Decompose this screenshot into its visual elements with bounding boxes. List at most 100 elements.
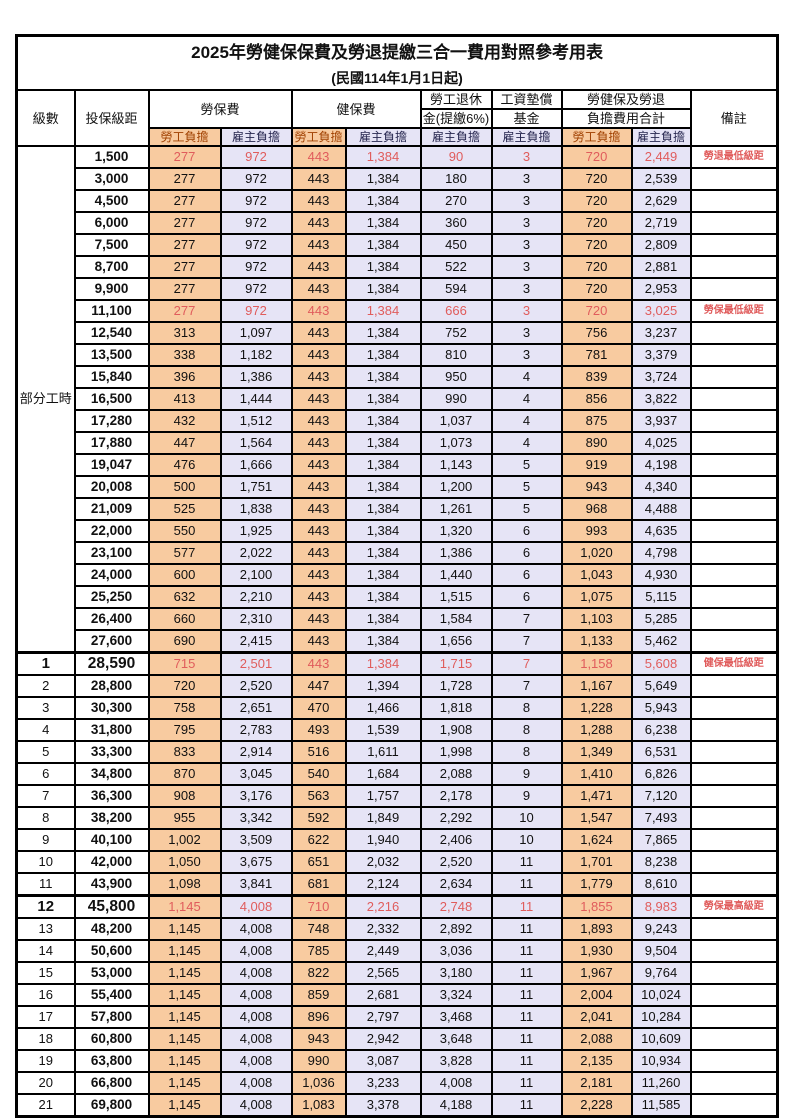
table-row: 13 48,200 1,145 4,008 748 2,332 2,892 11 1,893 9,… (15, 917, 779, 941)
value-cell: 1,384 (344, 343, 422, 367)
value-cell: 4,008 (219, 1049, 293, 1073)
value-cell: 1,624 (560, 828, 633, 852)
value-cell: 943 (290, 1027, 347, 1051)
bracket-cell: 43,900 (73, 872, 150, 897)
value-cell: 1,182 (219, 343, 293, 367)
bracket-cell: 66,800 (73, 1071, 150, 1095)
value-cell: 4,635 (630, 519, 692, 543)
remark-cell: 健保最低級距 (689, 651, 779, 676)
value-cell: 1,384 (344, 233, 422, 257)
bracket-cell: 13,500 (73, 343, 150, 367)
value-cell: 1,384 (344, 541, 422, 565)
value-cell: 443 (290, 585, 347, 609)
value-cell: 1,684 (344, 762, 422, 786)
remark-cell (689, 255, 779, 279)
value-cell: 432 (147, 409, 222, 433)
subheader-health-employer: 雇主負擔 (344, 127, 422, 147)
table-row: 部分工時 1,500 277 972 443 1,384 90 3 720 2,449 勞退最低級距 (15, 145, 779, 654)
value-cell: 1,998 (419, 740, 493, 764)
value-cell: 720 (560, 189, 633, 213)
value-cell: 1,145 (147, 983, 222, 1007)
table-row: 25,250 632 2,210 443 1,384 1,515 6 1,075 5,115 (17, 585, 779, 609)
value-cell: 443 (290, 321, 347, 345)
value-cell: 6,826 (630, 762, 692, 786)
header-row-shares: 勞工負擔 雇主負擔 勞工負擔 雇主負擔 雇主負擔 雇主負擔 勞工負擔 雇主負擔 (17, 127, 778, 147)
value-cell: 447 (290, 674, 347, 698)
value-cell: 9,504 (630, 939, 692, 963)
remark-cell (689, 939, 779, 963)
value-cell: 950 (419, 365, 493, 389)
value-cell: 6 (490, 585, 563, 609)
value-cell: 6 (490, 563, 563, 587)
value-cell: 1,751 (219, 475, 293, 499)
value-cell: 1,394 (344, 674, 422, 698)
col-header-remark: 備註 (689, 89, 779, 147)
table-row: 8 38,200 955 3,342 592 1,849 2,292 10 1,547 7,493 (15, 806, 779, 830)
page-title: 2025年勞健保保費及勞退提繳三合一費用對照參考用表 (191, 43, 603, 62)
value-cell: 859 (290, 983, 347, 1007)
bracket-cell: 1,500 (73, 145, 150, 169)
bracket-cell: 23,100 (73, 541, 150, 565)
value-cell: 2,501 (219, 651, 293, 676)
subheader-labor-employer: 雇主負擔 (219, 127, 293, 147)
value-cell: 443 (290, 299, 347, 323)
value-cell: 338 (147, 343, 222, 367)
value-cell: 1,384 (344, 497, 422, 521)
value-cell: 270 (419, 189, 493, 213)
value-cell: 2,216 (344, 894, 422, 919)
value-cell: 443 (290, 431, 347, 455)
bracket-cell: 26,400 (73, 607, 150, 631)
level-cell: 15 (15, 961, 76, 985)
table-row: 10 42,000 1,050 3,675 651 2,032 2,520 11 1,701 8,… (15, 850, 779, 874)
value-cell: 1,893 (560, 917, 633, 941)
bracket-cell: 9,900 (73, 277, 150, 301)
table-row: 4 31,800 795 2,783 493 1,539 1,908 8 1,288 6,238 (15, 718, 779, 742)
table-row: 18 60,800 1,145 4,008 943 2,942 3,648 11 2,088 10… (15, 1027, 779, 1051)
bracket-cell: 15,840 (73, 365, 150, 389)
value-cell: 839 (560, 365, 633, 389)
value-cell: 2,748 (419, 894, 493, 919)
value-cell: 2,681 (344, 983, 422, 1007)
value-cell: 3,176 (219, 784, 293, 808)
bracket-cell: 30,300 (73, 696, 150, 720)
bracket-cell: 28,800 (73, 674, 150, 698)
value-cell: 5,285 (630, 607, 692, 631)
value-cell: 720 (560, 233, 633, 257)
value-cell: 890 (560, 431, 633, 455)
value-cell: 2,100 (219, 563, 293, 587)
value-cell: 2,041 (560, 1005, 633, 1029)
table-row: 15,840 396 1,386 443 1,384 950 4 839 3,724 (17, 365, 779, 389)
value-cell: 2,449 (630, 145, 692, 169)
bracket-cell: 21,009 (73, 497, 150, 521)
value-cell: 9,243 (630, 917, 692, 941)
value-cell: 500 (147, 475, 222, 499)
value-cell: 4 (490, 409, 563, 433)
header-row-group2: 金(提繳6%) 基金 負擔費用合計 (17, 108, 778, 129)
value-cell: 10 (490, 806, 563, 830)
value-cell: 2,651 (219, 696, 293, 720)
value-cell: 2,565 (344, 961, 422, 985)
level-cell: 8 (15, 806, 76, 830)
value-cell: 4,008 (219, 917, 293, 941)
level-cell: 2 (15, 674, 76, 698)
remark-cell (689, 784, 779, 808)
bracket-cell: 11,100 (73, 299, 150, 323)
value-cell: 7,493 (630, 806, 692, 830)
table-row: 16,500 413 1,444 443 1,384 990 4 856 3,822 (17, 387, 779, 411)
value-cell: 443 (290, 409, 347, 433)
value-cell: 1,818 (419, 696, 493, 720)
value-cell: 3,036 (419, 939, 493, 963)
remark-cell (689, 961, 779, 985)
value-cell: 4,008 (219, 894, 293, 919)
value-cell: 3,045 (219, 762, 293, 786)
value-cell: 3,233 (344, 1071, 422, 1095)
value-cell: 443 (290, 475, 347, 499)
value-cell: 758 (147, 696, 222, 720)
bracket-cell: 36,300 (73, 784, 150, 808)
value-cell: 443 (290, 563, 347, 587)
bracket-cell: 16,500 (73, 387, 150, 411)
value-cell: 443 (290, 453, 347, 477)
value-cell: 660 (147, 607, 222, 631)
value-cell: 1,288 (560, 718, 633, 742)
remark-cell (689, 1093, 779, 1118)
